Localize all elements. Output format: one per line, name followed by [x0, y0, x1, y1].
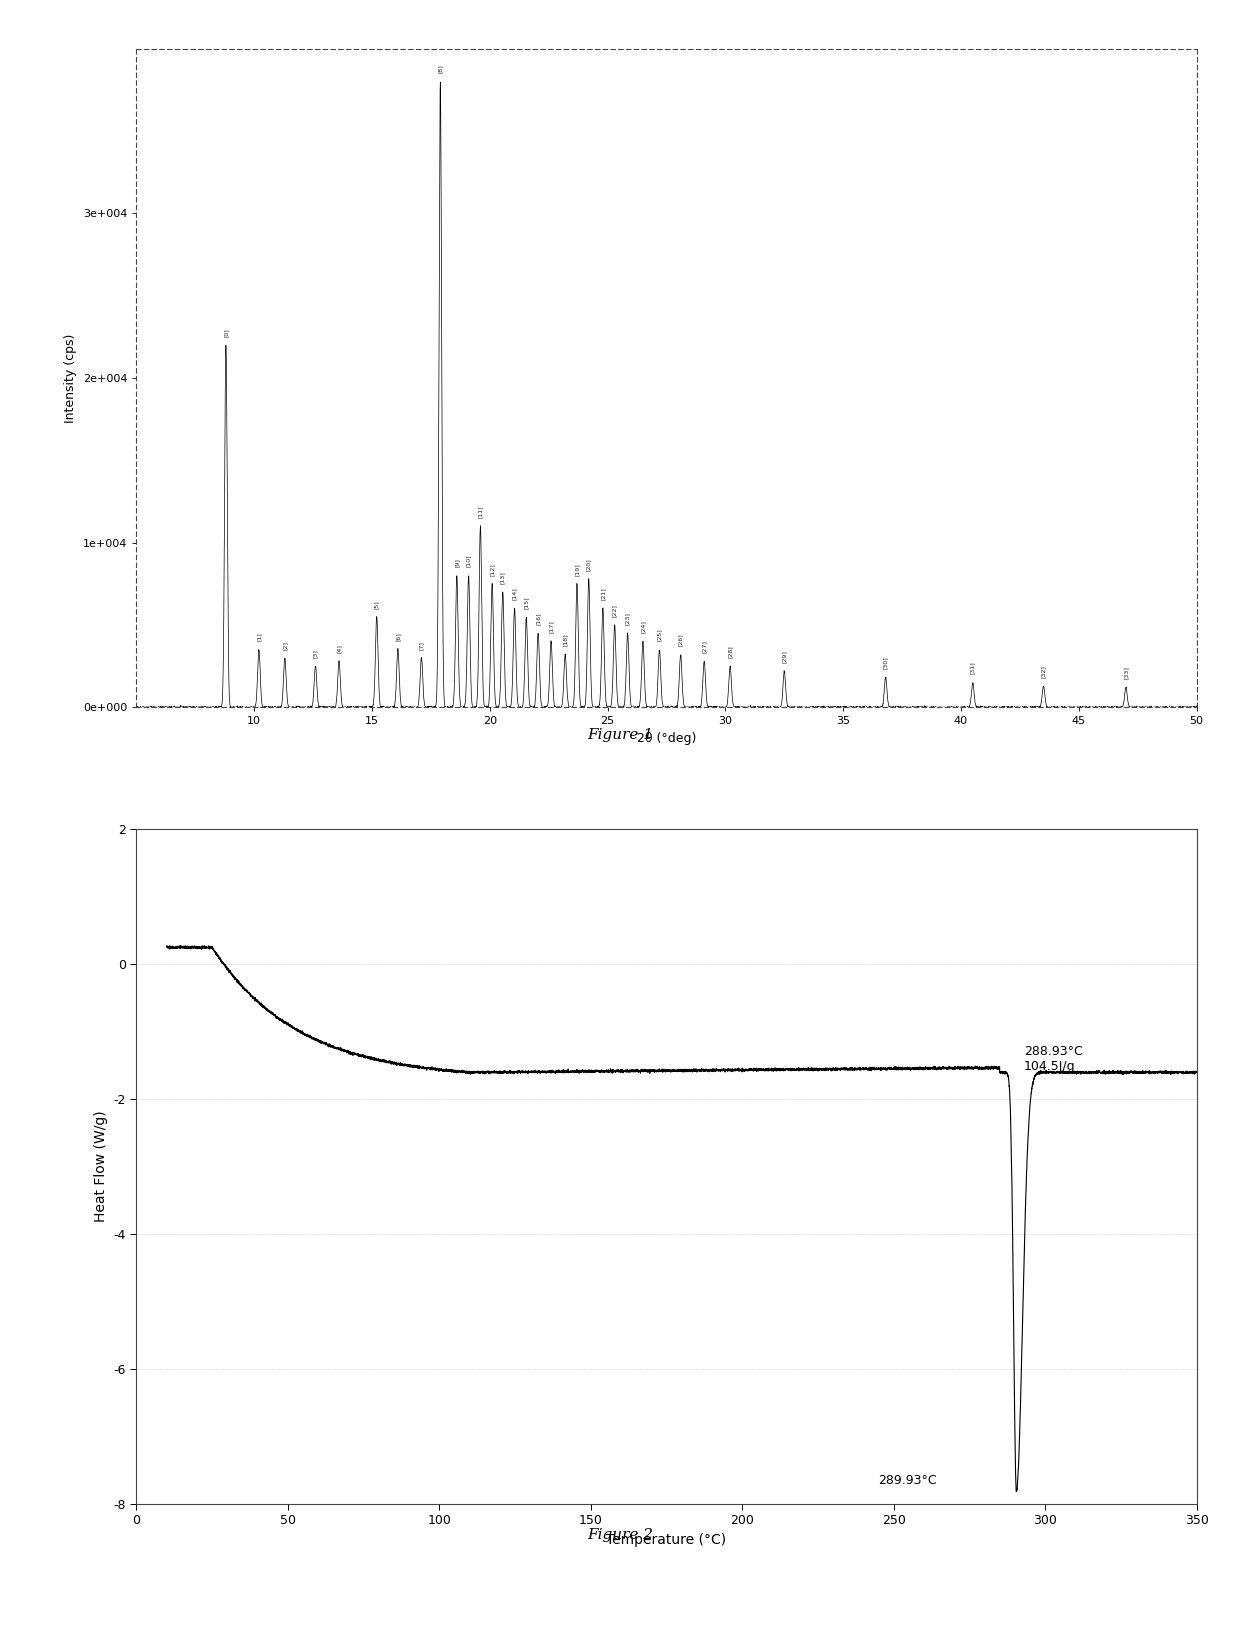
Text: [18]: [18] — [563, 634, 568, 647]
Text: [33]: [33] — [1123, 667, 1128, 680]
Text: [21]: [21] — [600, 587, 605, 600]
Text: [19]: [19] — [574, 563, 579, 576]
Y-axis label: Heat Flow (W/g): Heat Flow (W/g) — [94, 1111, 108, 1223]
Text: [17]: [17] — [548, 621, 553, 633]
Text: 289.93°C: 289.93°C — [878, 1473, 937, 1486]
Text: Figure 1: Figure 1 — [587, 728, 653, 743]
Text: [9]: [9] — [454, 558, 459, 567]
Text: [22]: [22] — [613, 603, 618, 616]
Text: [24]: [24] — [640, 621, 646, 633]
Text: [23]: [23] — [625, 611, 630, 624]
Text: [3]: [3] — [312, 649, 317, 659]
X-axis label: Temperature (°C): Temperature (°C) — [606, 1533, 727, 1546]
Text: [11]: [11] — [477, 506, 482, 519]
Text: [1]: [1] — [257, 633, 262, 641]
Text: [28]: [28] — [728, 646, 733, 659]
Text: [14]: [14] — [512, 587, 517, 600]
Text: [25]: [25] — [657, 629, 662, 641]
Text: [32]: [32] — [1040, 665, 1047, 678]
X-axis label: 2θ (°deg): 2θ (°deg) — [637, 732, 696, 745]
Text: [30]: [30] — [883, 657, 888, 670]
Text: [20]: [20] — [587, 558, 591, 571]
Text: 288.93°C
104.5J/g: 288.93°C 104.5J/g — [1024, 1044, 1083, 1073]
Y-axis label: Intensity (cps): Intensity (cps) — [64, 333, 77, 423]
Text: [2]: [2] — [283, 641, 288, 650]
Text: [31]: [31] — [970, 662, 976, 675]
Text: [8]: [8] — [438, 65, 443, 73]
Text: [29]: [29] — [781, 650, 787, 663]
Text: [26]: [26] — [678, 634, 683, 647]
Text: [5]: [5] — [374, 600, 379, 608]
Text: [27]: [27] — [702, 641, 707, 654]
Text: [16]: [16] — [536, 613, 541, 624]
Text: [15]: [15] — [523, 595, 528, 608]
Text: [6]: [6] — [396, 633, 401, 641]
Text: [4]: [4] — [336, 644, 341, 654]
Text: [12]: [12] — [490, 563, 495, 576]
Text: Figure 2: Figure 2 — [587, 1528, 653, 1543]
Text: [13]: [13] — [500, 571, 505, 584]
Text: [7]: [7] — [419, 641, 424, 650]
Text: [10]: [10] — [466, 554, 471, 567]
Text: [0]: [0] — [223, 328, 228, 337]
